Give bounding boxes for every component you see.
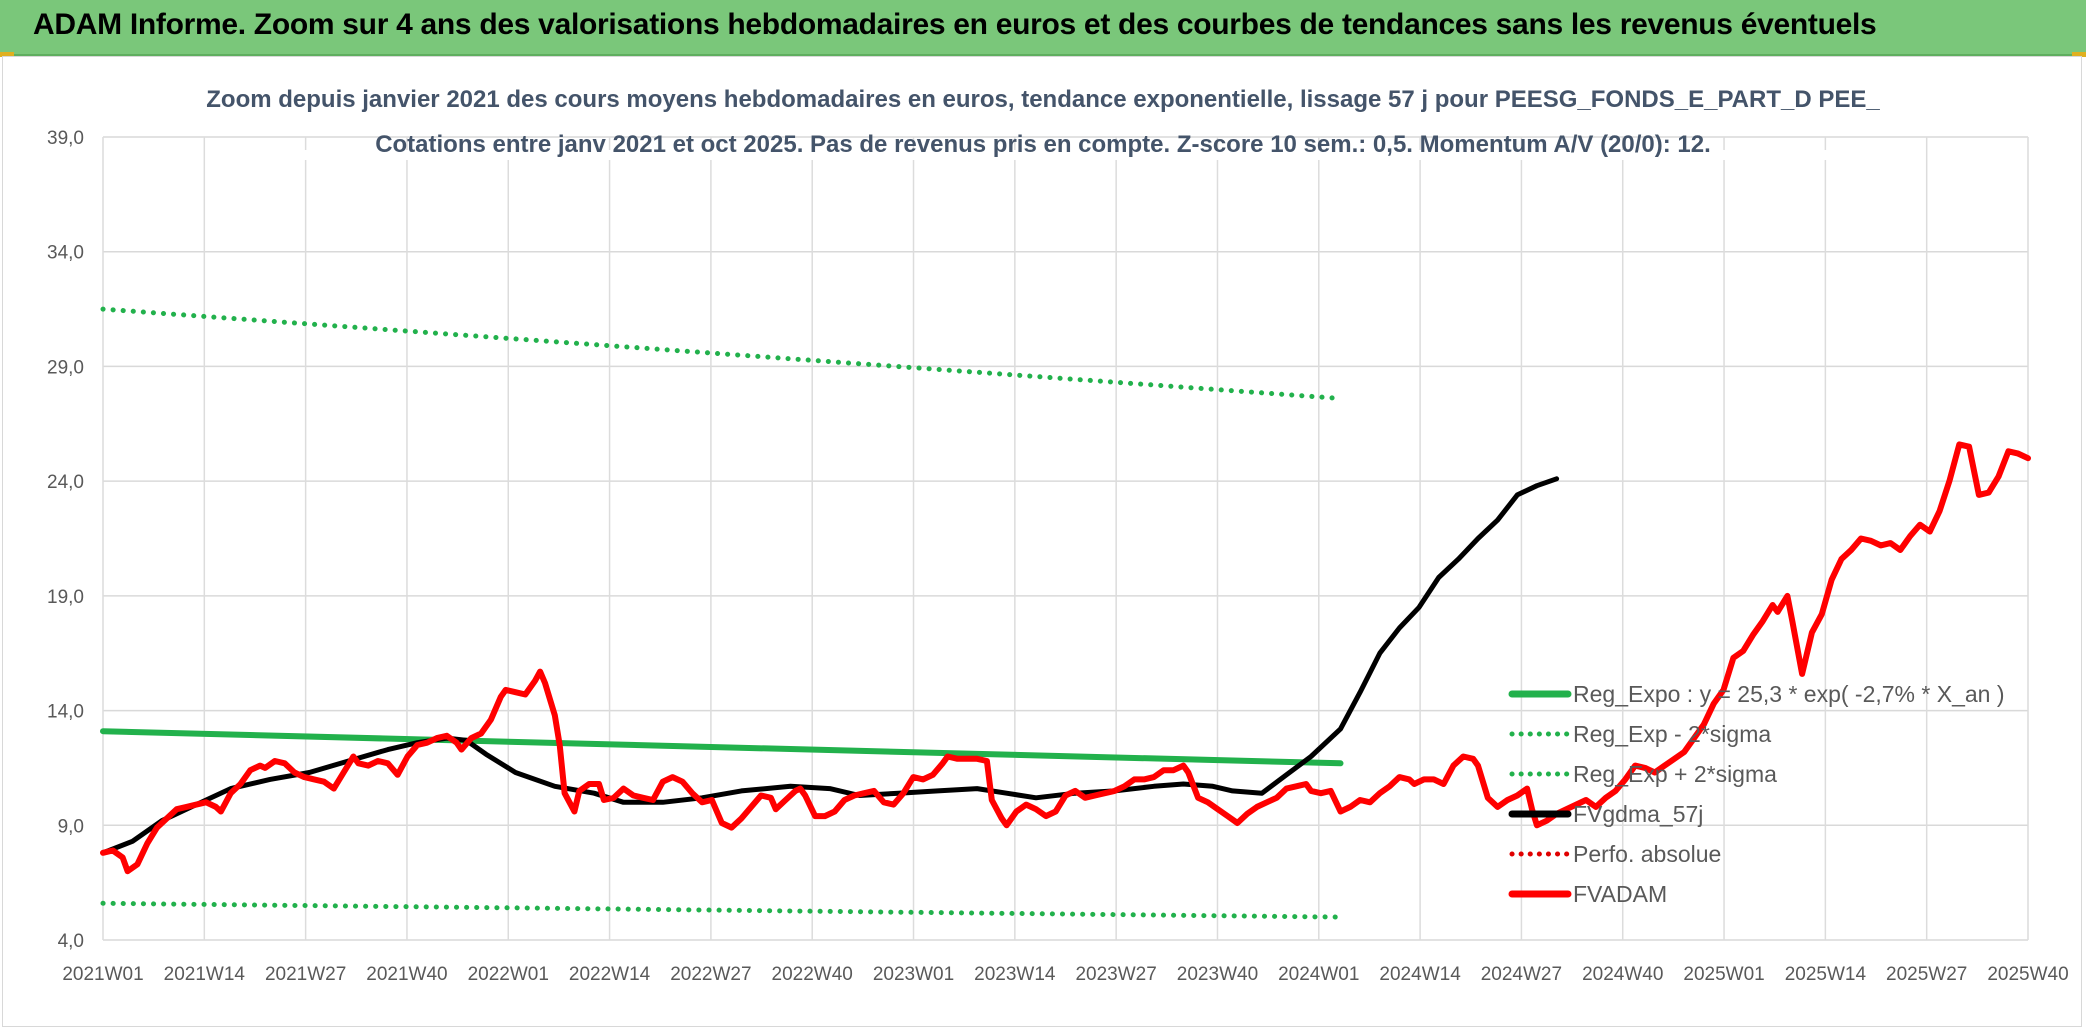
x-tick-label: 2024W27 <box>1481 964 1562 985</box>
chart-series <box>100 306 2031 920</box>
x-tick-label: 2025W40 <box>1987 964 2068 985</box>
x-tick-label: 2022W40 <box>772 964 853 985</box>
x-tick-label: 2024W01 <box>1278 964 1359 985</box>
y-tick-label: 4,0 <box>58 931 84 952</box>
x-tick-label: 2023W01 <box>873 964 954 985</box>
banner-corner-right <box>2072 52 2086 57</box>
legend-label: Reg_Expo : y = 25,3 * exp( -2,7% * X_an … <box>1573 681 2005 707</box>
x-tick-label: 2021W27 <box>265 964 346 985</box>
x-tick-label: 2021W14 <box>164 964 246 985</box>
legend-label: FVADAM <box>1573 881 1667 907</box>
series-line-2 <box>100 306 1343 401</box>
y-tick-label: 19,0 <box>47 587 84 608</box>
y-axis-ticks: 4,0 9,0 14,0 19,0 24,0 29,0 34,0 39,0 <box>47 128 84 952</box>
x-tick-label: 2023W40 <box>1177 964 1258 985</box>
x-tick-label: 2021W40 <box>366 964 447 985</box>
x-tick-label: 2021W01 <box>62 964 143 985</box>
x-tick-label: 2024W14 <box>1379 964 1461 985</box>
chart-frame <box>2 56 2082 1027</box>
x-tick-label: 2025W14 <box>1785 964 1867 985</box>
y-tick-label: 34,0 <box>47 243 84 264</box>
y-tick-label: 24,0 <box>47 472 84 493</box>
x-tick-label: 2025W27 <box>1886 964 1967 985</box>
x-axis-ticks: 2021W01 2021W14 2021W27 2021W40 2022W01 2022W… <box>62 964 2068 985</box>
y-tick-label: 39,0 <box>47 128 84 149</box>
chart-legend: Reg_Expo : y = 25,3 * exp( -2,7% * X_an … <box>1508 681 2005 907</box>
report-banner: ADAM Informe. Zoom sur 4 ans des valoris… <box>0 0 2086 57</box>
series-line-3 <box>100 476 1560 856</box>
legend-label: Reg_Exp + 2*sigma <box>1573 761 1777 787</box>
y-tick-label: 9,0 <box>58 816 84 837</box>
series-line-5 <box>100 441 2031 875</box>
banner-title: ADAM Informe. Zoom sur 4 ans des valoris… <box>33 8 1877 41</box>
x-tick-label: 2022W14 <box>569 964 651 985</box>
x-tick-label: 2023W27 <box>1075 964 1156 985</box>
banner-corner-left <box>0 52 14 57</box>
y-tick-label: 14,0 <box>47 702 84 723</box>
legend-label: Reg_Exp - 2*sigma <box>1573 721 1771 747</box>
chart-subtitle: Cotations entre janv 2021 et oct 2025. P… <box>375 131 1711 158</box>
x-tick-label: 2022W01 <box>468 964 549 985</box>
title-backdrop <box>228 150 1856 160</box>
x-tick-label: 2025W01 <box>1683 964 1764 985</box>
legend-label: FVgdma_57j <box>1573 801 1703 827</box>
series-line-1 <box>100 900 1343 920</box>
x-tick-label: 2023W14 <box>974 964 1056 985</box>
x-tick-label: 2022W27 <box>670 964 751 985</box>
chart-grid <box>102 136 2029 941</box>
series-line-0 <box>100 728 1344 767</box>
chart-title: Zoom depuis janvier 2021 des cours moyen… <box>206 86 1880 113</box>
x-tick-label: 2024W40 <box>1582 964 1663 985</box>
y-tick-label: 29,0 <box>47 357 84 378</box>
legend-label: Perfo. absolue <box>1573 841 1721 867</box>
